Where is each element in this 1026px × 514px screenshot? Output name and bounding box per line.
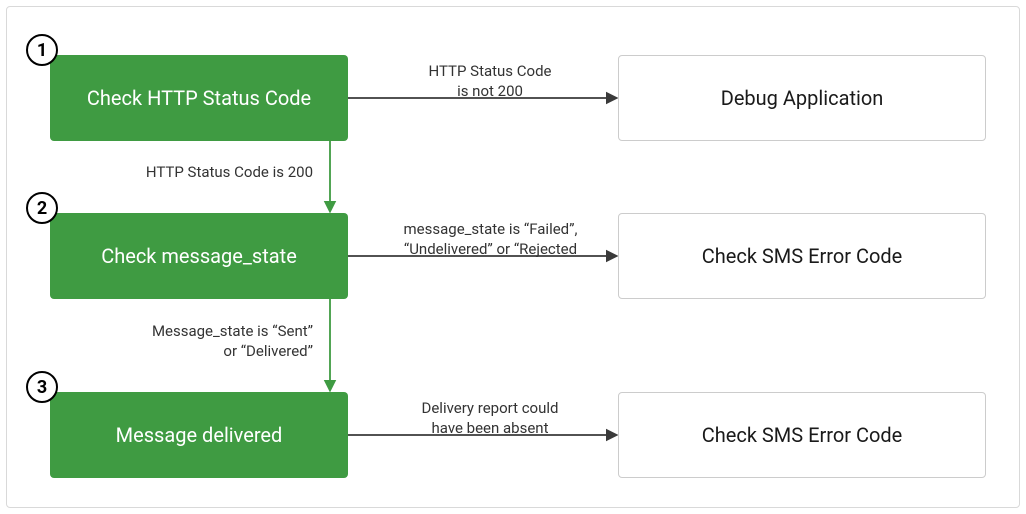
v-arrow-label-2: Message_state is “Sent” or “Delivered”	[98, 322, 313, 361]
step-badge-number: 2	[37, 198, 47, 219]
step-box-3: Message delivered	[50, 392, 348, 478]
step-box-label: Check HTTP Status Code	[87, 86, 311, 110]
h-arrow-label-2: message_state is “Failed”, “Undelivered”…	[378, 220, 603, 259]
outcome-box-label: Debug Application	[721, 86, 884, 110]
step-box-2: Check message_state	[50, 213, 348, 299]
outcome-box-label: Check SMS Error Code	[702, 423, 903, 447]
h-arrow-label-1: HTTP Status Code is not 200	[400, 62, 580, 101]
step-badge-1: 1	[26, 34, 58, 66]
outcome-box-1: Debug Application	[618, 55, 986, 141]
step-badge-number: 1	[37, 40, 47, 61]
v-arrow-label-1: HTTP Status Code is 200	[98, 163, 313, 183]
step-badge-3: 3	[26, 371, 58, 403]
step-box-label: Check message_state	[101, 244, 297, 268]
outcome-box-3: Check SMS Error Code	[618, 392, 986, 478]
outcome-box-label: Check SMS Error Code	[702, 244, 903, 268]
step-badge-2: 2	[26, 192, 58, 224]
step-box-1: Check HTTP Status Code	[50, 55, 348, 141]
h-arrow-label-3: Delivery report could have been absent	[400, 399, 580, 438]
step-box-label: Message delivered	[116, 423, 283, 447]
outcome-box-2: Check SMS Error Code	[618, 213, 986, 299]
step-badge-number: 3	[37, 377, 47, 398]
